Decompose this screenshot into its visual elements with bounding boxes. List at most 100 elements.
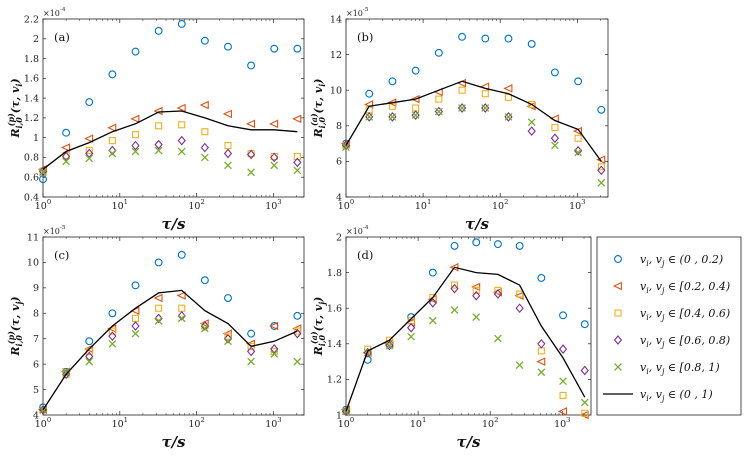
legend-label: vi, vj ∈ (0 , 0.2) bbox=[640, 253, 723, 268]
data-point bbox=[293, 152, 301, 161]
x-axis-label: τ/s bbox=[456, 433, 481, 451]
data-point bbox=[247, 61, 256, 70]
y-tick-label: 12 bbox=[330, 50, 342, 61]
data-point bbox=[270, 350, 279, 358]
data-point bbox=[131, 140, 140, 151]
data-point bbox=[342, 407, 350, 416]
data-point bbox=[472, 286, 480, 294]
data-point bbox=[472, 313, 481, 321]
chart-panel-c: 4 5 6 7 8 9 10 11 100 101 102 103 ×10-5 (c) τ/s Ri,0(p)… bbox=[7, 225, 305, 451]
legend-label: vi, vj ∈ [0.2, 0.4) bbox=[640, 280, 730, 295]
y-multiplier: ×10-4 bbox=[43, 7, 66, 18]
data-point bbox=[493, 240, 502, 249]
data-point bbox=[365, 113, 374, 121]
data-point bbox=[178, 121, 186, 129]
data-point bbox=[84, 134, 94, 143]
x-tick-label: 103 bbox=[569, 198, 585, 212]
data-point bbox=[365, 112, 374, 122]
data-point bbox=[153, 293, 163, 303]
y-tick-label: 1.6 bbox=[24, 74, 39, 85]
plot-area bbox=[345, 236, 592, 416]
legend-entry: vi, vj ∈ (0 , 1) bbox=[603, 388, 713, 403]
data-point bbox=[177, 314, 186, 323]
y-tick-label: 0.4 bbox=[24, 192, 39, 203]
data-point bbox=[85, 351, 94, 362]
legend-marker bbox=[612, 281, 622, 291]
series-5 bbox=[39, 314, 302, 414]
series-4 bbox=[38, 310, 302, 415]
y-tick-label: 4 bbox=[336, 192, 342, 203]
series-6 bbox=[345, 80, 602, 162]
y-tick-label: 6 bbox=[336, 157, 342, 168]
data-point bbox=[527, 118, 536, 127]
x-tick-label: 100 bbox=[35, 198, 51, 212]
data-point bbox=[458, 32, 467, 41]
data-point bbox=[270, 152, 279, 163]
series-line bbox=[345, 266, 586, 412]
data-point bbox=[60, 143, 71, 152]
data-point bbox=[154, 317, 163, 325]
data-point bbox=[551, 124, 559, 132]
data-point bbox=[293, 44, 302, 53]
y-multiplier: ×10-5 bbox=[346, 7, 369, 18]
data-point bbox=[407, 332, 415, 341]
data-point bbox=[504, 112, 513, 122]
data-point bbox=[270, 344, 279, 354]
data-point bbox=[559, 391, 567, 399]
data-point bbox=[154, 313, 163, 324]
y-tick-label: 2 bbox=[33, 34, 39, 45]
data-point bbox=[224, 337, 232, 346]
data-point bbox=[450, 281, 459, 289]
chart-panel-d: 1 1.2 1.4 1.6 1.8 2 100 101 102 103 ×10-4 (d) τ/s Ri,… bbox=[310, 225, 592, 451]
series-line bbox=[42, 289, 298, 411]
data-point bbox=[363, 347, 372, 358]
data-point bbox=[449, 262, 459, 272]
data-point bbox=[246, 346, 256, 357]
data-point bbox=[292, 114, 302, 124]
data-point bbox=[224, 42, 232, 51]
x-tick-label: 102 bbox=[188, 198, 204, 212]
data-point bbox=[537, 273, 546, 282]
data-point bbox=[131, 147, 140, 156]
y-axis-label: Ri,0(p)(τ, vi) bbox=[7, 78, 24, 138]
data-point bbox=[537, 338, 546, 349]
data-point bbox=[201, 128, 209, 136]
x-tick-label: 101 bbox=[415, 198, 431, 212]
data-point bbox=[154, 139, 163, 150]
data-point bbox=[450, 283, 459, 294]
x-tick-label: 103 bbox=[265, 416, 281, 430]
y-axis-label: Ri,0(a)(τ, vj) bbox=[310, 297, 327, 357]
data-point bbox=[574, 134, 582, 142]
data-point bbox=[293, 157, 302, 168]
y-tick-label: 0.8 bbox=[24, 153, 39, 164]
data-point bbox=[410, 94, 420, 104]
x-tick-label: 100 bbox=[338, 416, 354, 430]
data-point bbox=[504, 34, 513, 43]
y-tick-label: 2.2 bbox=[24, 14, 39, 25]
legend-marker bbox=[613, 335, 623, 345]
data-point bbox=[481, 103, 490, 113]
data-point bbox=[411, 110, 420, 120]
data-point bbox=[177, 135, 186, 146]
data-point bbox=[385, 336, 393, 344]
data-point bbox=[200, 321, 209, 331]
y-tick-label: 6 bbox=[33, 359, 39, 370]
x-tick-label: 100 bbox=[35, 416, 51, 430]
data-point bbox=[85, 148, 94, 159]
data-point bbox=[177, 147, 186, 156]
data-point bbox=[385, 340, 394, 351]
data-point bbox=[388, 113, 397, 121]
data-point bbox=[200, 142, 209, 153]
legend-label: vi, vj ∈ (0 , 1) bbox=[640, 388, 713, 403]
data-point bbox=[247, 168, 255, 177]
legend-entry: vi, vj ∈ (0 , 0.2) bbox=[614, 253, 723, 268]
data-point bbox=[481, 34, 490, 43]
data-point bbox=[131, 329, 140, 338]
data-point bbox=[108, 70, 117, 79]
data-point bbox=[597, 178, 606, 187]
series-line bbox=[345, 80, 602, 162]
data-point bbox=[39, 168, 47, 177]
panel-label: (c) bbox=[54, 248, 69, 262]
data-point bbox=[481, 104, 490, 112]
